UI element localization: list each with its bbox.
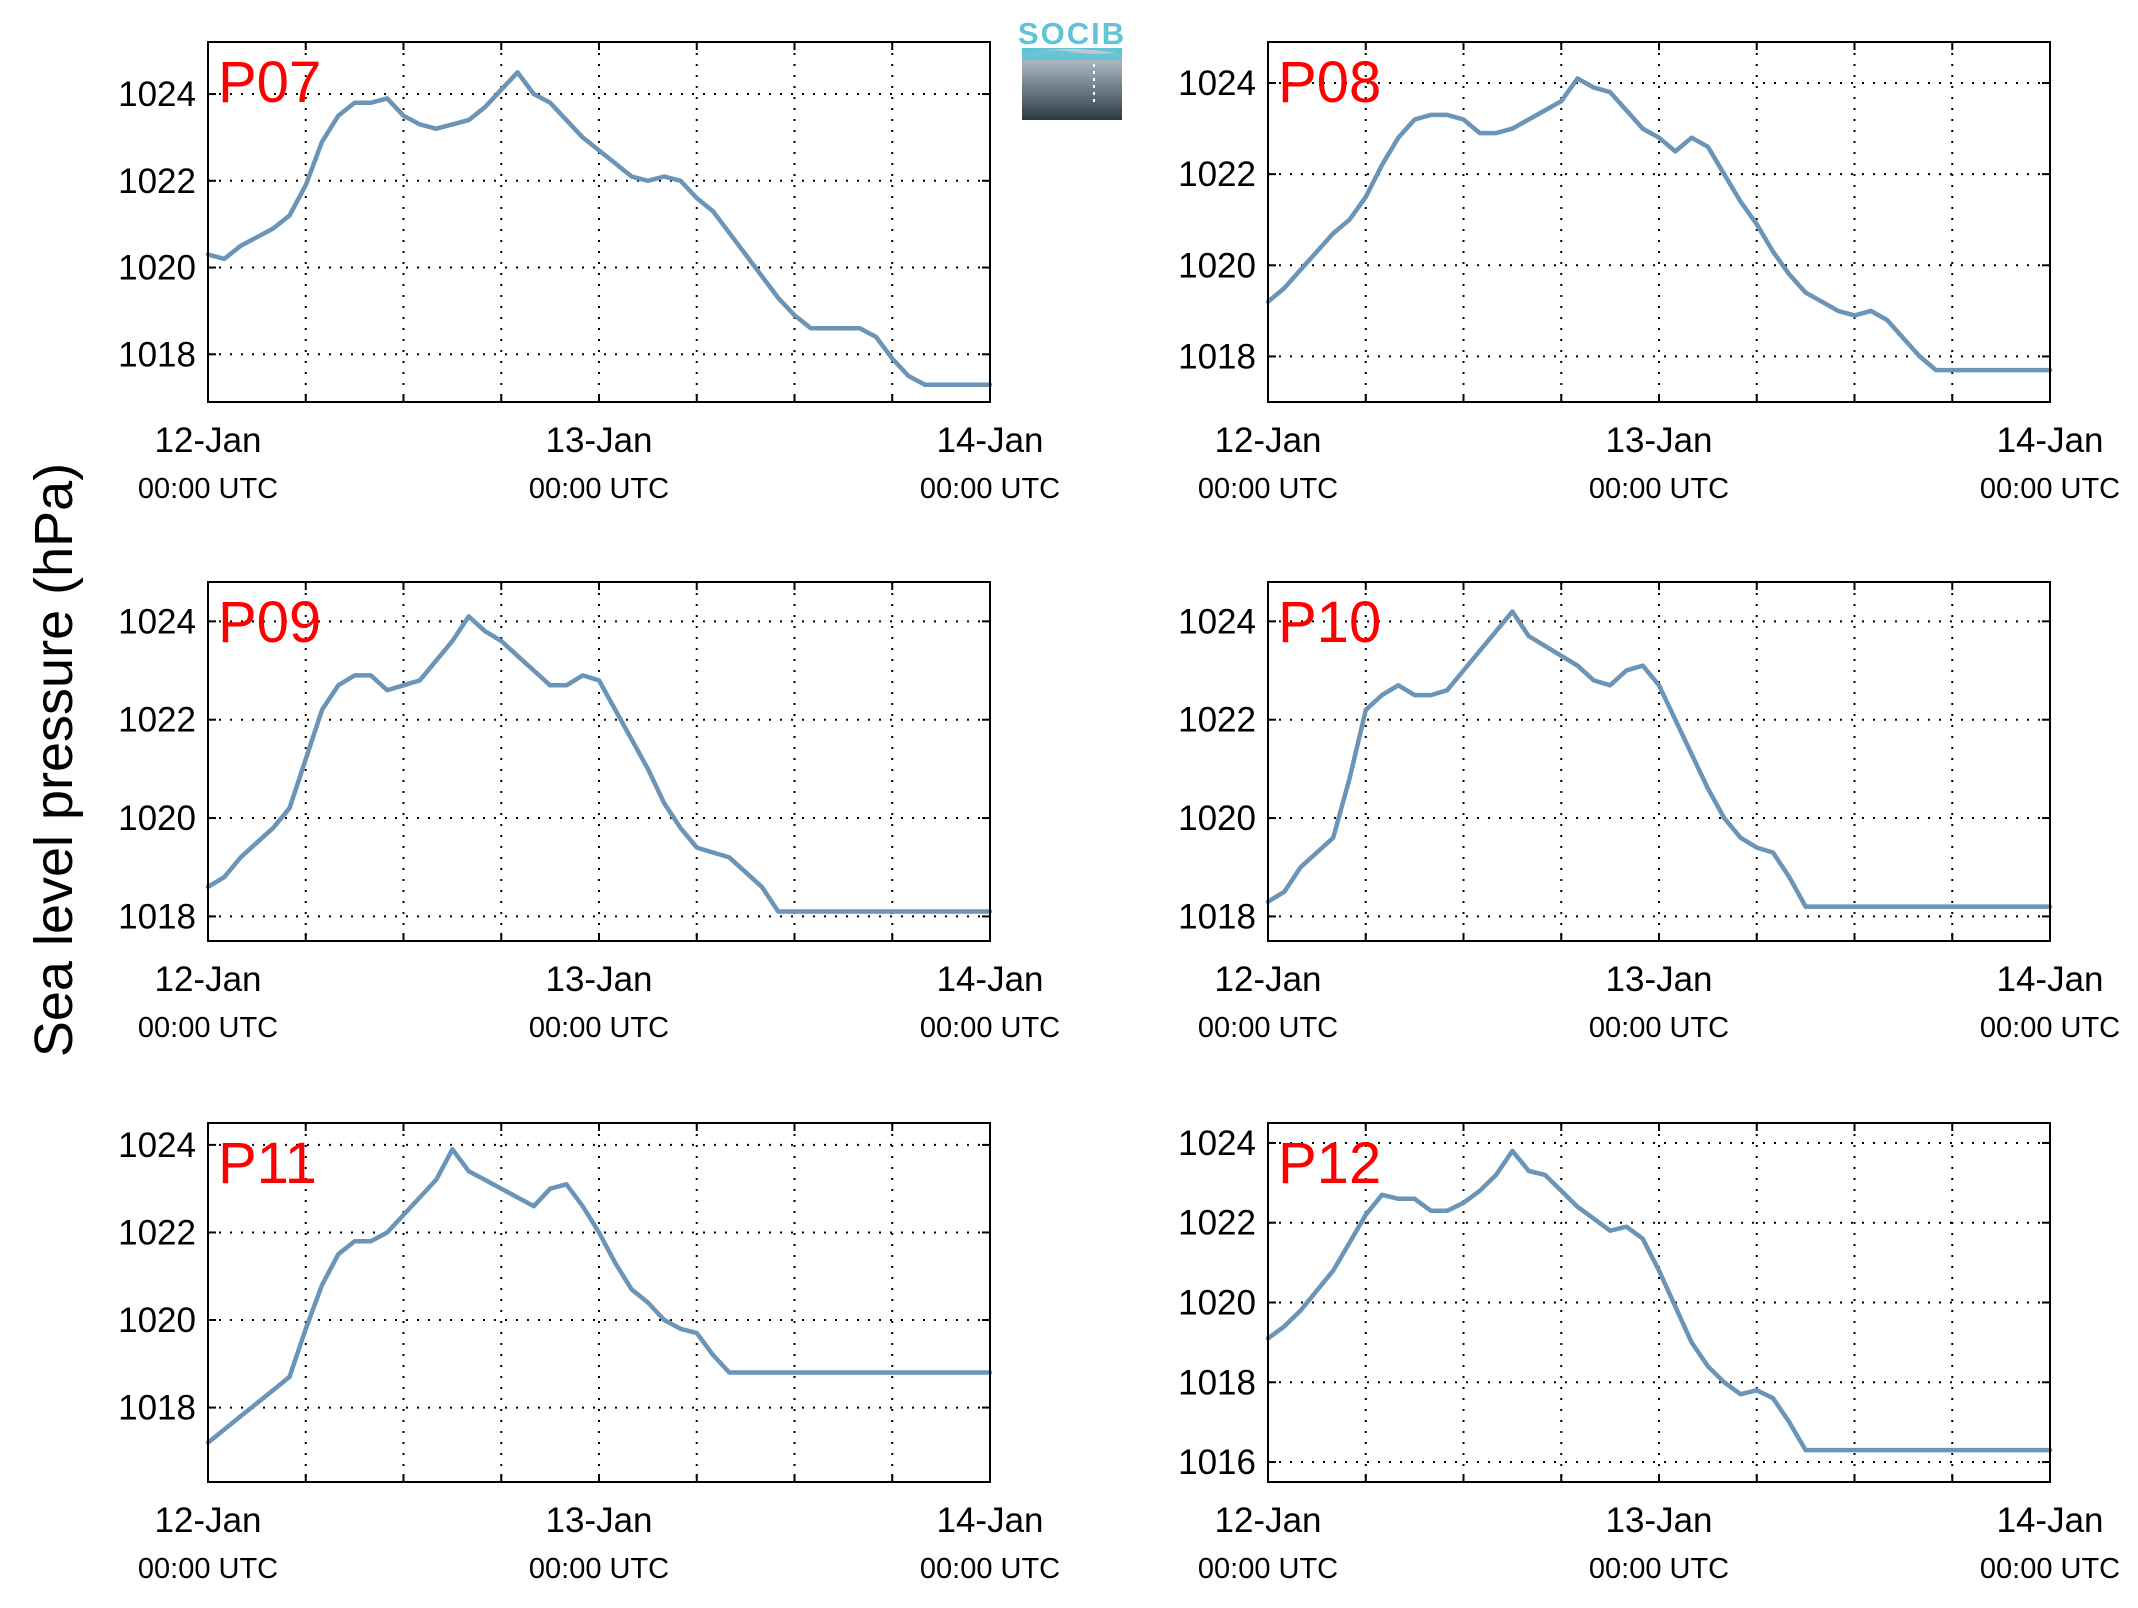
panel-label: P09 — [218, 590, 321, 655]
panel-p12: 1016 1018 1020 1022 1024 12-Jan 00:00 UTC 13-Ja… — [1178, 1122, 2120, 1585]
x-tick-sublabel: 00:00 UTC — [529, 1553, 669, 1585]
x-tick-label: 14-Jan — [1996, 421, 2103, 460]
y-tick-label: 1024 — [118, 602, 196, 641]
y-tick-label: 1024 — [118, 1126, 196, 1165]
x-tick-sublabel: 00:00 UTC — [1198, 473, 1338, 505]
y-tick-label: 1020 — [118, 249, 196, 288]
y-tick-label: 1020 — [118, 799, 196, 838]
x-tick-sublabel: 00:00 UTC — [920, 1012, 1060, 1044]
x-tick-label: 14-Jan — [936, 421, 1043, 460]
y-tick-label: 1022 — [118, 1213, 196, 1252]
y-tick-label: 1018 — [1178, 897, 1256, 936]
x-tick-sublabel: 00:00 UTC — [1589, 1012, 1729, 1044]
y-tick-label: 1018 — [1178, 1363, 1256, 1402]
y-tick-label: 1018 — [1178, 337, 1256, 376]
x-tick-sublabel: 00:00 UTC — [138, 473, 278, 505]
y-tick-label: 1022 — [1178, 701, 1256, 740]
y-tick-label: 1022 — [1178, 155, 1256, 194]
x-tick-label: 12-Jan — [1214, 421, 1321, 460]
y-tick-label: 1022 — [1178, 1204, 1256, 1243]
x-tick-sublabel: 00:00 UTC — [529, 473, 669, 505]
y-tick-label: 1020 — [1178, 799, 1256, 838]
x-tick-sublabel: 00:00 UTC — [1980, 1012, 2120, 1044]
series-line — [1265, 76, 2053, 373]
x-tick-label: 12-Jan — [1214, 960, 1321, 999]
x-tick-label: 13-Jan — [1605, 960, 1712, 999]
x-tick-label: 14-Jan — [1996, 1501, 2103, 1540]
y-tick-label: 1020 — [1178, 246, 1256, 285]
x-tick-label: 13-Jan — [545, 1501, 652, 1540]
series-line — [205, 614, 993, 914]
x-tick-label: 13-Jan — [545, 421, 652, 460]
y-tick-label: 1024 — [118, 75, 196, 114]
x-tick-sublabel: 00:00 UTC — [920, 473, 1060, 505]
x-tick-label: 14-Jan — [936, 1501, 1043, 1540]
panel-p09: 1018 1020 1022 1024 12-Jan 00:00 UTC 13-Jan 00:… — [118, 581, 1060, 1044]
y-tick-label: 1016 — [1178, 1443, 1256, 1482]
y-tick-label: 1022 — [118, 701, 196, 740]
plot-frame — [1267, 581, 2051, 942]
x-tick-label: 12-Jan — [1214, 1501, 1321, 1540]
series-line — [205, 1147, 993, 1445]
panel-p10: 1018 1020 1022 1024 12-Jan 00:00 UTC 13-Jan 00:… — [1178, 581, 2120, 1044]
x-tick-sublabel: 00:00 UTC — [920, 1553, 1060, 1585]
panel-p11: 1018 1020 1022 1024 12-Jan 00:00 UTC 13-Jan 00:… — [118, 1122, 1060, 1585]
y-tick-label: 1024 — [1178, 602, 1256, 641]
y-axis-label: Sea level pressure (hPa) — [24, 463, 84, 1057]
x-tick-label: 12-Jan — [154, 1501, 261, 1540]
x-tick-label: 14-Jan — [1996, 960, 2103, 999]
x-tick-label: 13-Jan — [545, 960, 652, 999]
y-tick-label: 1024 — [1178, 1124, 1256, 1163]
x-tick-sublabel: 00:00 UTC — [1589, 1553, 1729, 1585]
x-tick-sublabel: 00:00 UTC — [138, 1012, 278, 1044]
y-tick-label: 1022 — [118, 162, 196, 201]
series-line — [205, 70, 993, 387]
x-tick-sublabel: 00:00 UTC — [1589, 473, 1729, 505]
plot-frame — [207, 581, 991, 942]
panel-label: P11 — [218, 1131, 317, 1196]
y-tick-label: 1020 — [118, 1301, 196, 1340]
x-tick-sublabel: 00:00 UTC — [1198, 1012, 1338, 1044]
plot-frame — [207, 41, 991, 403]
panel-p07: 1018 1020 1022 1024 12-Jan 00:00 UTC 13-Jan 00:… — [118, 41, 1060, 505]
x-tick-label: 12-Jan — [154, 421, 261, 460]
plot-frame — [1267, 41, 2051, 403]
x-tick-sublabel: 00:00 UTC — [138, 1553, 278, 1585]
y-tick-label: 1020 — [1178, 1284, 1256, 1323]
logo-text: SOCIB — [1018, 16, 1126, 51]
x-tick-label: 14-Jan — [936, 960, 1043, 999]
x-tick-label: 13-Jan — [1605, 421, 1712, 460]
x-tick-label: 13-Jan — [1605, 1501, 1712, 1540]
y-tick-label: 1018 — [118, 897, 196, 936]
plot-frame — [207, 1122, 991, 1483]
panel-p08: 1018 1020 1022 1024 12-Jan 00:00 UTC 13-Jan 00:… — [1178, 41, 2120, 505]
series-line — [1265, 609, 2053, 909]
x-tick-sublabel: 00:00 UTC — [1980, 473, 2120, 505]
x-tick-label: 12-Jan — [154, 960, 261, 999]
y-tick-label: 1018 — [118, 1389, 196, 1428]
x-tick-sublabel: 00:00 UTC — [529, 1012, 669, 1044]
panel-label: P07 — [218, 50, 321, 115]
panel-label: P12 — [1278, 1131, 1381, 1196]
series-line — [1265, 1148, 2053, 1453]
x-tick-sublabel: 00:00 UTC — [1980, 1553, 2120, 1585]
x-tick-sublabel: 00:00 UTC — [1198, 1553, 1338, 1585]
y-tick-label: 1018 — [118, 335, 196, 374]
plot-frame — [1267, 1122, 2051, 1483]
panel-label: P08 — [1278, 50, 1381, 115]
panel-label: P10 — [1278, 590, 1381, 655]
socib-logo: SOCIB — [1018, 16, 1126, 120]
y-tick-label: 1024 — [1178, 64, 1256, 103]
